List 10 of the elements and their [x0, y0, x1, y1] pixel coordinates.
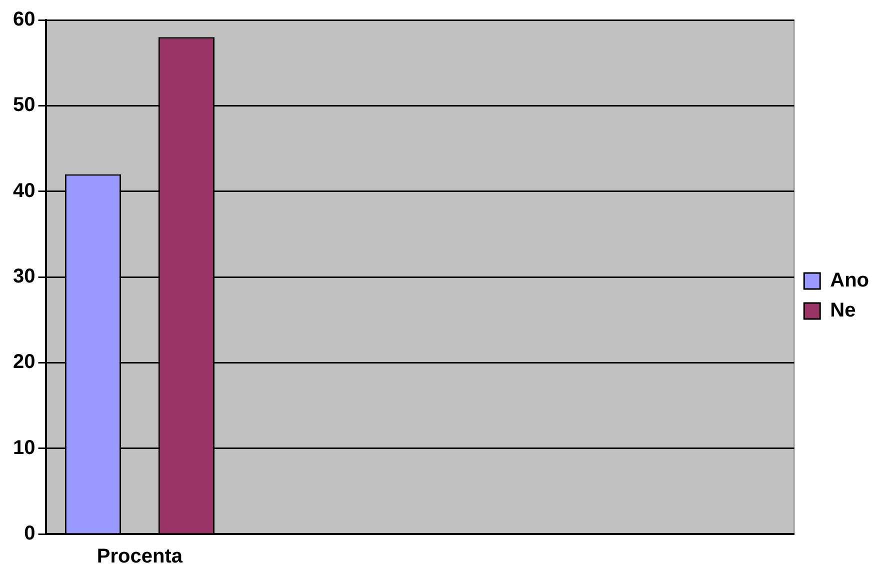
y-tick-label: 0: [24, 522, 36, 545]
y-tick-label: 20: [12, 351, 36, 374]
y-tick-label: 10: [12, 436, 36, 459]
y-tick-label: 40: [12, 180, 36, 202]
y-tick-label: 60: [12, 8, 36, 31]
legend-label: Ne: [830, 300, 856, 322]
y-tick-label: 30: [12, 266, 36, 288]
x-tick-label: Procenta: [96, 546, 184, 568]
y-tick-label: 50: [12, 94, 36, 116]
legend-label: Ano: [830, 270, 870, 292]
